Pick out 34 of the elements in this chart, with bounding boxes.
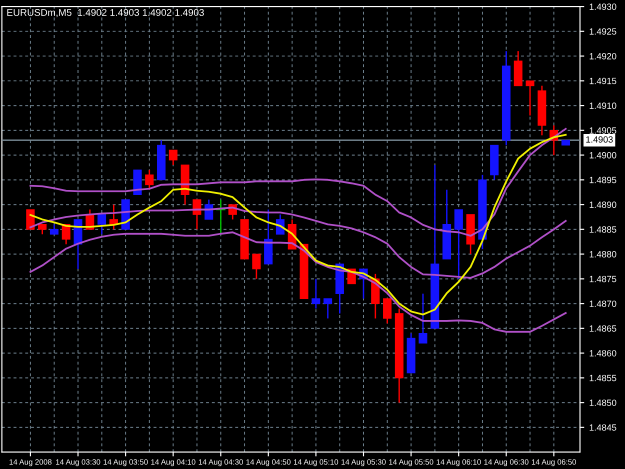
y-tick-label: 1.4880 — [590, 251, 616, 258]
y-tick-label: 1.4885 — [590, 226, 616, 233]
candlestick — [50, 224, 58, 235]
y-tick-label: 1.4915 — [590, 78, 616, 84]
y-tick-label: 1.4910 — [590, 102, 616, 109]
candlestick — [383, 298, 392, 324]
y-tick-label: 1.4860 — [590, 350, 616, 356]
y-tick-label: 1.4865 — [590, 325, 616, 332]
y-tick-label: 1.4925 — [590, 28, 616, 35]
y-tick-label: 1.4875 — [590, 276, 616, 282]
candlestick — [454, 208, 463, 280]
y-tick-label: 1.4920 — [590, 53, 616, 60]
candlestick — [168, 149, 178, 166]
y-tick-label: 1.4895 — [590, 176, 616, 184]
candlestick — [526, 80, 534, 116]
y-tick-label: 1.4850 — [590, 400, 616, 406]
candlestick — [312, 278, 320, 310]
y-tick-label: 1.4890 — [590, 202, 616, 208]
candlestick — [145, 169, 154, 190]
candlestick — [418, 293, 428, 344]
line-series — [30, 231, 567, 333]
y-tick-label: 1.4930 — [590, 4, 616, 10]
candlestick — [324, 298, 332, 320]
y-tick-label: 1.4900 — [590, 152, 616, 158]
candlestick — [252, 253, 261, 280]
ref-line-label: 1.4903 — [586, 136, 613, 143]
y-tick-label: 1.4870 — [590, 300, 616, 307]
y-tick-label: 1.4905 — [590, 127, 616, 134]
y-tick-label: 1.4845 — [590, 424, 616, 431]
line-series — [30, 128, 567, 237]
chart-title: EURUSDm,M5 1.4902 1.4903 1.4902 1.4903 — [7, 9, 204, 18]
candlestick — [98, 214, 106, 235]
candlestick — [38, 224, 47, 235]
y-tick-label: 1.4855 — [590, 374, 616, 382]
